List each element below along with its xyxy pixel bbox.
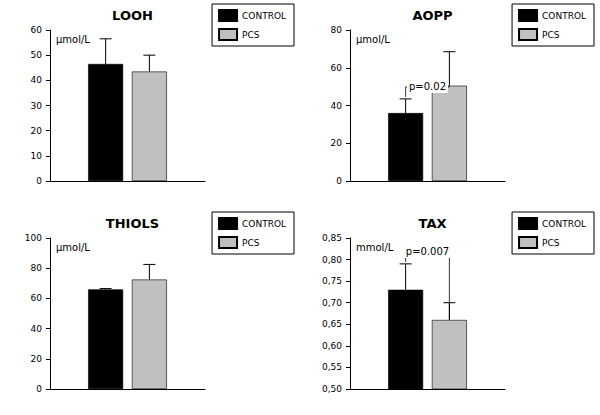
svg-text:p=0.007: p=0.007	[406, 246, 449, 257]
svg-text:20: 20	[31, 354, 43, 364]
svg-text:0,80: 0,80	[322, 255, 342, 265]
svg-text:CONTROL: CONTROL	[542, 11, 586, 21]
svg-text:0: 0	[36, 384, 42, 394]
svg-text:µmol/L: µmol/L	[56, 34, 90, 45]
svg-text:0,75: 0,75	[322, 276, 342, 286]
svg-text:AOPP: AOPP	[412, 8, 452, 23]
svg-text:µmol/L: µmol/L	[56, 242, 90, 253]
svg-text:PCS: PCS	[542, 30, 560, 40]
svg-text:0: 0	[336, 176, 342, 186]
svg-text:0,70: 0,70	[322, 298, 342, 308]
svg-text:40: 40	[331, 101, 343, 111]
svg-text:mmol/L: mmol/L	[356, 242, 394, 253]
svg-text:80: 80	[331, 25, 343, 35]
svg-text:µmol/L: µmol/L	[356, 34, 390, 45]
svg-text:80: 80	[31, 263, 43, 273]
svg-text:20: 20	[331, 138, 343, 148]
svg-text:0: 0	[36, 176, 42, 186]
svg-text:0,55: 0,55	[322, 362, 342, 372]
svg-text:40: 40	[31, 75, 43, 85]
svg-text:PCS: PCS	[242, 238, 260, 248]
svg-text:50: 50	[31, 50, 43, 60]
svg-text:THIOLS: THIOLS	[106, 216, 159, 231]
svg-text:10: 10	[31, 151, 43, 161]
svg-text:PCS: PCS	[542, 238, 560, 248]
svg-text:30: 30	[31, 101, 43, 111]
svg-text:LOOH: LOOH	[112, 8, 153, 23]
svg-text:TAX: TAX	[419, 216, 447, 231]
svg-text:p=0.02: p=0.02	[409, 81, 446, 92]
svg-text:0,60: 0,60	[322, 341, 342, 351]
svg-text:0,65: 0,65	[322, 319, 342, 329]
svg-text:60: 60	[331, 63, 343, 73]
svg-text:CONTROL: CONTROL	[542, 219, 586, 229]
svg-text:CONTROL: CONTROL	[242, 219, 286, 229]
svg-text:0,85: 0,85	[322, 233, 342, 243]
svg-text:0,50: 0,50	[322, 384, 342, 394]
svg-text:CONTROL: CONTROL	[242, 11, 286, 21]
svg-text:60: 60	[31, 25, 43, 35]
svg-text:20: 20	[31, 126, 43, 136]
svg-text:PCS: PCS	[242, 30, 260, 40]
svg-text:40: 40	[31, 324, 43, 334]
svg-text:60: 60	[31, 293, 43, 303]
svg-text:100: 100	[25, 233, 42, 243]
